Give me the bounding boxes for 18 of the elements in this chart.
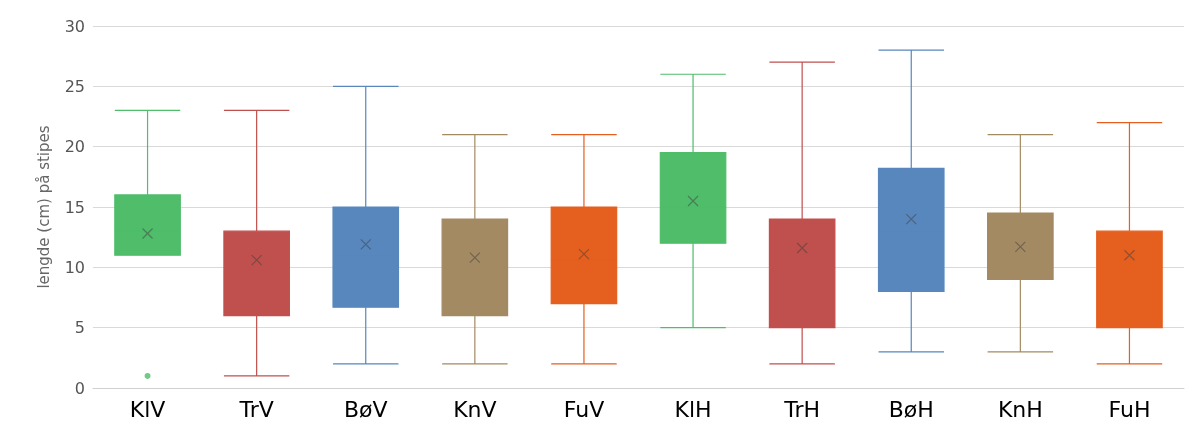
x-tick-label: KlH bbox=[674, 396, 712, 422]
x-tick-label: FuV bbox=[563, 396, 605, 422]
x-tick-label: BøV bbox=[343, 396, 388, 422]
x-tick-label: BøH bbox=[888, 396, 934, 422]
y-tick-label: 25 bbox=[64, 76, 85, 96]
x-tick-label: KnH bbox=[997, 396, 1043, 422]
y-tick-label: 0 bbox=[74, 378, 85, 398]
x-tick-label: TrV bbox=[238, 396, 274, 422]
x-tick-label: KlV bbox=[129, 396, 166, 422]
x-tick-label: TrH bbox=[783, 396, 821, 422]
y-tick-label: 15 bbox=[64, 197, 85, 217]
y-axis-title: lengde (cm) på stipes bbox=[34, 125, 53, 289]
y-tick-label: 20 bbox=[64, 137, 85, 157]
x-tick-label: FuH bbox=[1108, 396, 1151, 422]
y-tick-label: 5 bbox=[74, 318, 85, 338]
x-tick-label: KnV bbox=[453, 396, 497, 422]
y-tick-label: 30 bbox=[64, 16, 85, 36]
y-tick-label: 10 bbox=[64, 257, 85, 277]
